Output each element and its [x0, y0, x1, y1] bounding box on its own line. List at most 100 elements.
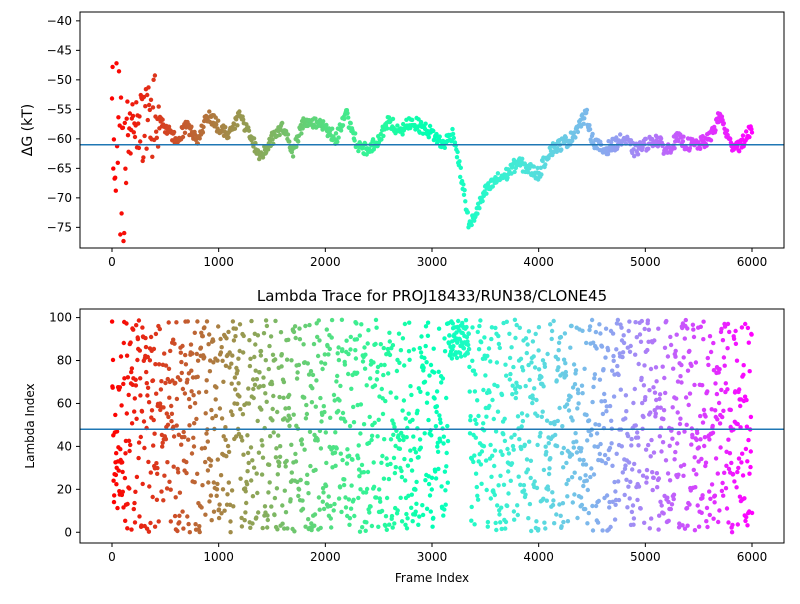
delta-g-point	[450, 126, 455, 132]
lambda-point	[471, 459, 476, 465]
lambda-point	[497, 345, 502, 351]
delta-g-point	[575, 129, 581, 135]
lambda-point	[122, 475, 128, 481]
lambda-point	[711, 340, 716, 346]
lambda-point	[429, 475, 435, 480]
lambda-point	[335, 351, 340, 356]
delta-g-point	[461, 192, 467, 197]
lambda-point	[636, 361, 641, 367]
lambda-point	[579, 383, 585, 388]
lambda-point	[600, 458, 605, 464]
lambda-point	[473, 372, 478, 377]
lambda-point	[682, 526, 688, 531]
lambda-point	[406, 493, 411, 498]
lambda-point	[419, 334, 424, 339]
delta-g-panel: 0 1000 2000 3000 4000 5000 6000 −75−70−65−60−5…	[20, 11, 785, 269]
lambda-point	[611, 358, 616, 363]
lambda-point	[692, 382, 697, 388]
lambda-point	[549, 336, 554, 342]
lambda-point	[660, 364, 665, 369]
lambda-point	[205, 468, 211, 473]
lambda-point	[588, 474, 593, 480]
lambda-point	[132, 520, 138, 525]
lambda-point	[534, 485, 540, 491]
lambda-point	[643, 447, 649, 452]
lambda-point	[411, 347, 416, 352]
lambda-point	[381, 345, 386, 351]
delta-g-point	[111, 137, 117, 142]
lambda-point	[585, 438, 590, 443]
lambda-point	[477, 323, 482, 329]
delta-g-point	[437, 134, 442, 139]
lambda-point	[487, 390, 492, 395]
lambda-point	[372, 383, 378, 388]
lambda-point	[126, 438, 132, 443]
lambda-point	[735, 522, 740, 527]
lambda-point	[129, 366, 135, 371]
lambda-point	[217, 502, 222, 507]
lambda-point	[293, 459, 299, 464]
lambda-point	[183, 352, 188, 358]
lambda-point	[676, 430, 681, 436]
delta-g-point	[712, 124, 717, 130]
lambda-point	[536, 325, 542, 330]
lambda-point	[519, 446, 524, 452]
lambda-point	[725, 387, 730, 392]
lambda-point	[456, 318, 461, 324]
lambda-point	[233, 334, 238, 339]
lambda-point	[334, 446, 339, 451]
lambda-point	[523, 336, 529, 341]
lambda-point	[493, 325, 498, 331]
lambda-point	[385, 346, 391, 352]
lambda-point	[725, 346, 730, 351]
lambda-point	[374, 325, 379, 330]
lambda-point	[604, 409, 609, 414]
lambda-point	[162, 473, 167, 478]
lambda-point	[501, 432, 506, 437]
delta-g-point	[687, 146, 693, 151]
lambda-point	[511, 364, 516, 370]
lambda-point	[473, 471, 479, 476]
lambda-point	[314, 378, 319, 383]
delta-g-point	[463, 199, 468, 204]
lambda-point	[239, 524, 245, 529]
lambda-point	[530, 396, 536, 401]
delta-g-point	[113, 175, 118, 180]
lambda-point	[498, 520, 503, 525]
lambda-point	[673, 348, 678, 354]
lambda-point	[191, 444, 197, 449]
lambda-point	[489, 474, 494, 479]
lambda-point	[591, 384, 596, 390]
lambda-point	[647, 526, 652, 531]
lambda-point	[219, 511, 224, 516]
lambda-point	[380, 453, 385, 459]
delta-g-point	[573, 135, 578, 140]
lambda-point	[558, 513, 563, 518]
delta-g-point	[554, 149, 559, 154]
top-x-tick-label: 5000	[630, 255, 661, 269]
lambda-point	[229, 361, 234, 366]
bottom-x-ticks: 0 1000 2000 3000 4000 5000 6000	[108, 543, 767, 564]
lambda-point	[743, 321, 748, 327]
lambda-point	[496, 341, 502, 347]
lambda-point	[387, 339, 392, 344]
lambda-point	[741, 372, 746, 377]
lambda-point	[250, 377, 256, 382]
lambda-point	[118, 447, 123, 452]
delta-g-point	[345, 111, 350, 116]
lambda-point	[597, 377, 603, 382]
delta-g-point	[480, 198, 485, 204]
lambda-point	[667, 478, 673, 483]
lambda-point	[297, 326, 302, 331]
lambda-point	[572, 492, 577, 497]
lambda-point	[541, 496, 546, 501]
lambda-point	[689, 363, 694, 368]
lambda-point	[529, 528, 534, 534]
lambda-point	[509, 345, 514, 350]
lambda-point	[343, 419, 348, 424]
lambda-point	[635, 430, 640, 435]
lambda-point	[220, 487, 226, 492]
lambda-point	[360, 525, 365, 530]
delta-g-point	[431, 128, 436, 134]
lambda-point	[730, 522, 735, 528]
